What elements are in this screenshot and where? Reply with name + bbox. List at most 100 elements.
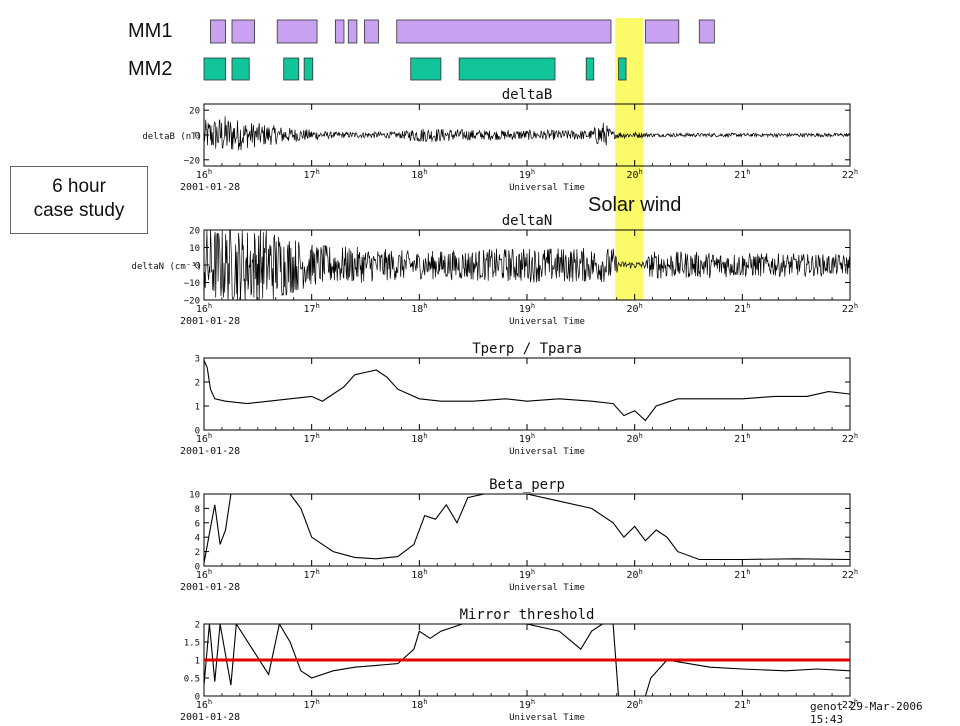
mm2-bar-7 [618, 57, 627, 81]
x-tick-label: 19h [519, 432, 535, 445]
mm1-bar-6 [396, 19, 612, 44]
y-tick-label: 10 [189, 491, 200, 501]
x-tick-label: 17h [304, 168, 320, 181]
y-tick-label: 2 [195, 379, 200, 389]
y-tick-label: 1.5 [184, 639, 200, 649]
y-tick-label: 2 [195, 548, 200, 558]
mm2-bar-2 [283, 57, 300, 81]
panel-title: deltaN [502, 213, 553, 229]
x-tick-label: 18h [411, 168, 427, 181]
x-tick-label: 18h [411, 432, 427, 445]
x-axis-label: Universal Time [509, 447, 585, 457]
mm2-bar-5 [458, 57, 556, 81]
data-series [204, 360, 850, 422]
x-tick-label: 16h [196, 302, 212, 315]
mm1-bar-4 [347, 19, 358, 44]
panel-title: deltaB [502, 87, 553, 103]
x-tick-label: 20h [627, 432, 643, 445]
y-tick-label: 0 [195, 262, 200, 272]
y-tick-label: 4 [195, 534, 200, 544]
panel-2: Tperp / Tpara 0 1 2 3 16h 17h 18h 19h 20h 21h 22h 20… [180, 341, 858, 457]
x-tick-label: 16h [196, 432, 212, 445]
y-tick-label: 3 [195, 355, 200, 365]
panel-frame [203, 493, 851, 567]
x-tick-label: 16h [196, 568, 212, 581]
y-tick-label: 0 [195, 132, 200, 142]
data-series [204, 494, 850, 564]
data-series [204, 230, 850, 300]
y-tick-label: 6 [195, 519, 200, 529]
y-tick-label: 1 [195, 403, 200, 413]
x-tick-label: 22h [842, 168, 858, 181]
mm1-bar-8 [698, 19, 715, 44]
x-tick-label: 21h [734, 302, 750, 315]
panel-1: deltaN 20 10 0 −10 −20 deltaN (cm⁻³) 16h 17h 18h 1… [132, 213, 859, 327]
mm2-bar-4 [410, 57, 442, 81]
x-tick-label: 19h [519, 568, 535, 581]
mm2-bar-3 [303, 57, 314, 81]
x-tick-label: 18h [411, 568, 427, 581]
x-tick-label: 20h [627, 568, 643, 581]
panel-title: Tperp / Tpara [472, 341, 582, 357]
mm2-bar-1 [231, 57, 250, 81]
y-axis-label: deltaN (cm⁻³) [132, 262, 202, 272]
solar-wind-label: Solar wind [588, 194, 682, 216]
x-tick-label: 16h [196, 698, 212, 711]
x-tick-label: 21h [734, 432, 750, 445]
x-tick-label: 22h [842, 568, 858, 581]
x-tick-label: 21h [734, 568, 750, 581]
case-study-callout: 6 hour case study [10, 166, 148, 234]
mm1-label: MM1 [128, 20, 173, 42]
y-tick-label: −20 [184, 297, 200, 307]
mm1-bar-2 [276, 19, 318, 44]
mm1-bar-1 [231, 19, 256, 44]
callout-line-2: case study [33, 200, 125, 221]
panel-3: Beta_perp 0 2 4 6 8 10 16h 17h 18h 19h 20h 21h 22h 200… [180, 477, 858, 593]
mm1-bar-0 [210, 19, 226, 44]
mm1-bar-5 [364, 19, 379, 44]
x-tick-label: 20h [627, 698, 643, 711]
x-tick-label: 17h [304, 432, 320, 445]
y-tick-label: 0 [195, 693, 200, 703]
y-tick-label: −10 [184, 279, 200, 289]
panel-title: Beta_perp [489, 477, 565, 493]
x-axis-label: Universal Time [509, 183, 585, 193]
x-tick-label: 17h [304, 302, 320, 315]
panel-frame [203, 103, 851, 167]
y-tick-label: 0 [195, 427, 200, 437]
x-tick-label: 21h [734, 168, 750, 181]
y-tick-label: 8 [195, 505, 200, 515]
x-tick-label: 18h [411, 302, 427, 315]
x-tick-label: 19h [519, 168, 535, 181]
x-tick-label: 16h [196, 168, 212, 181]
y-tick-label: 20 [189, 227, 200, 237]
mm2-label: MM2 [128, 58, 173, 80]
x-tick-label: 21h [734, 698, 750, 711]
x-tick-label: 20h [627, 302, 643, 315]
mm1-bar-3 [334, 19, 345, 44]
x-tick-label: 22h [842, 432, 858, 445]
x-tick-label: 17h [304, 568, 320, 581]
y-tick-label: 1 [195, 657, 200, 667]
x-axis-label: Universal Time [509, 713, 585, 720]
y-axis-label: deltaB (nT) [142, 132, 202, 142]
x-date-label: 2001-01-28 [180, 582, 240, 593]
y-tick-label: 20 [189, 107, 200, 117]
x-tick-label: 19h [519, 302, 535, 315]
mm2-bar-0 [203, 57, 226, 81]
y-tick-label: 2 [195, 621, 200, 631]
x-tick-label: 19h [519, 698, 535, 711]
x-axis-label: Universal Time [509, 317, 585, 327]
y-tick-label: 0.5 [184, 675, 200, 685]
callout-line-1: 6 hour [52, 176, 106, 197]
y-tick-label: 10 [189, 244, 200, 254]
y-tick-label: −20 [184, 156, 200, 166]
x-date-label: 2001-01-28 [180, 316, 240, 327]
x-date-label: 2001-01-28 [180, 182, 240, 193]
x-date-label: 2001-01-28 [180, 712, 240, 720]
x-tick-label: 18h [411, 698, 427, 711]
x-tick-label: 17h [304, 698, 320, 711]
